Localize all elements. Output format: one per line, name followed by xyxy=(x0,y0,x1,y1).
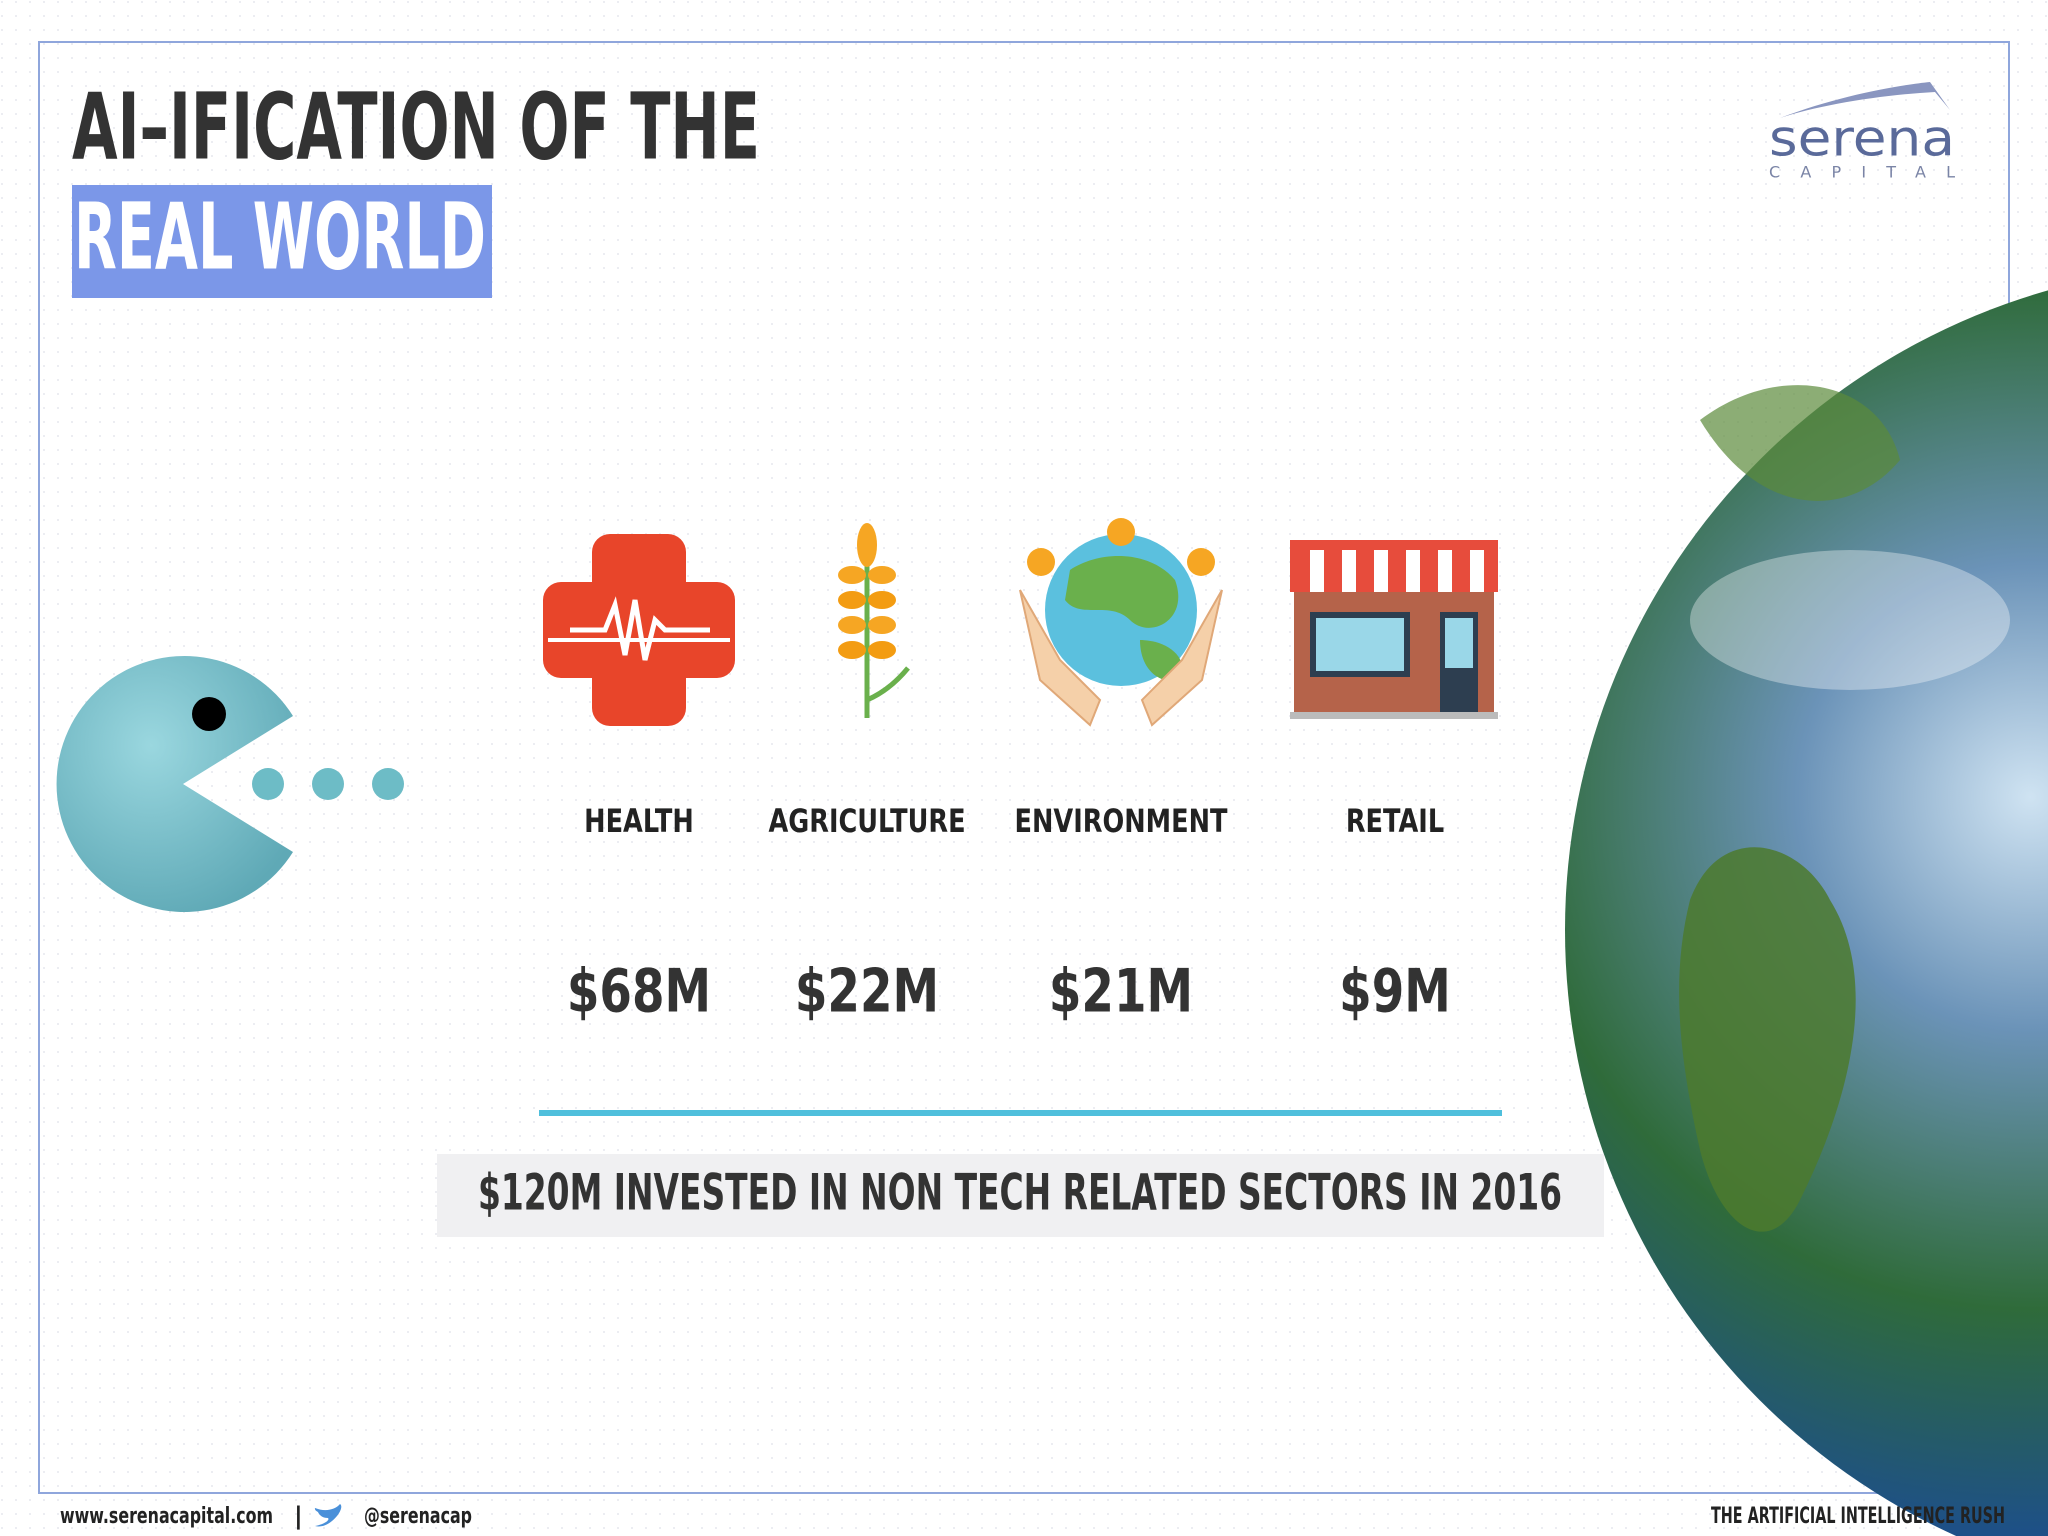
pellet xyxy=(312,768,344,800)
pacman xyxy=(56,656,293,913)
twitter-icon xyxy=(314,1504,342,1527)
sector-amount: $68M xyxy=(567,956,711,1026)
title-highlight xyxy=(72,185,492,298)
sector-amount: $21M xyxy=(1049,956,1193,1026)
sector-amount: $22M xyxy=(795,956,939,1026)
title-line1: AI–IFICATION OF THE xyxy=(72,73,760,180)
logo-swoosh xyxy=(1780,82,1950,118)
sector-label: RETAIL xyxy=(1346,802,1444,840)
sectors: HEALTH $68M AGRICULTURE $22M ENVIRONMENT $21M… xyxy=(567,802,1451,1026)
footer-series: THE ARTIFICIAL INTELLIGENCE RUSH xyxy=(1711,1504,2005,1529)
title-line2: REAL WORLD xyxy=(74,183,486,290)
summary: $120M INVESTED IN NON TECH RELATED SECTO… xyxy=(478,1164,1562,1222)
sector-label: HEALTH xyxy=(584,802,694,840)
sector-amount: $9M xyxy=(1339,956,1451,1026)
pellet xyxy=(252,768,284,800)
pacman-eye xyxy=(192,697,226,731)
agriculture-icon xyxy=(838,523,910,718)
footer-website: www.serenacapital.com xyxy=(60,1504,273,1529)
retail-icon xyxy=(1290,540,1498,719)
sector-label: ENVIRONMENT xyxy=(1015,802,1228,840)
environment-icon xyxy=(1019,518,1223,727)
footer-handle: @serenacap xyxy=(364,1504,472,1529)
sector-label: AGRICULTURE xyxy=(768,802,965,840)
health-icon xyxy=(543,534,735,726)
summary-box xyxy=(437,1154,1604,1237)
pellet xyxy=(372,768,404,800)
globe xyxy=(1565,290,2048,1536)
logo-name: serena xyxy=(1769,110,1955,168)
footer-separator: | xyxy=(294,1502,303,1530)
